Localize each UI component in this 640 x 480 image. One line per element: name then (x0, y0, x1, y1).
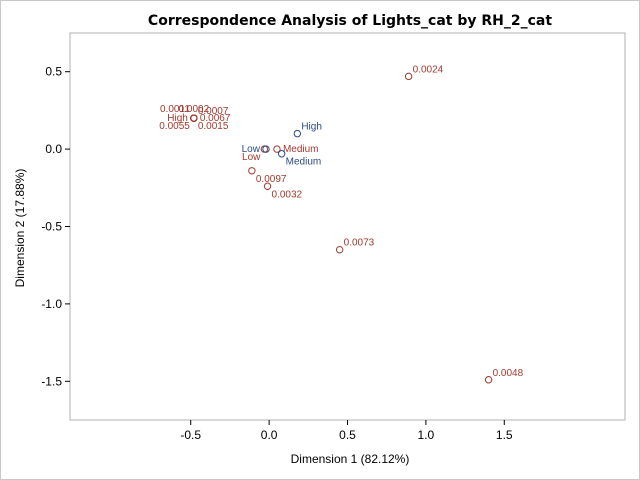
x-tick-label: -0.5 (180, 428, 201, 442)
x-tick-label: 1.5 (496, 428, 513, 442)
point-label: 0.0048 (493, 368, 524, 379)
point-label: 0.0097 (256, 174, 287, 185)
y-tick-label: 0.5 (45, 65, 62, 79)
x-axis-label: Dimension 1 (82.12%) (291, 452, 410, 466)
y-tick-label: -1.5 (41, 374, 62, 388)
x-tick-label: 0.5 (339, 428, 356, 442)
y-tick-label: -1.0 (41, 297, 62, 311)
point-label: High (167, 113, 188, 124)
point-label: 0.0011 (160, 104, 190, 115)
x-tick-label: 0.0 (261, 428, 278, 442)
point-label: Medium (283, 144, 319, 155)
scatter-point (277, 150, 286, 158)
scatter-point (273, 145, 281, 153)
point-label: 0.0007 (198, 106, 229, 117)
data-points: 0.0024 0.0073 0.0048 0.0097 0.0032 Medium Low 0… (159, 64, 524, 384)
scatter-point (404, 72, 413, 81)
scatter-point (248, 167, 256, 175)
scatter-point (484, 376, 493, 384)
point-label: High (301, 122, 322, 133)
chart-title: Correspondence Analysis of Lights_cat by… (148, 13, 552, 29)
y-tick-label: 0.0 (45, 142, 62, 156)
point-label: 0.0015 (198, 121, 229, 132)
plot-area (69, 32, 626, 421)
scatter-point (335, 246, 344, 254)
point-label: 0.0073 (344, 238, 375, 249)
point-label: 0.0067 (200, 113, 231, 124)
x-axis: -0.5 0.0 0.5 1.0 1.5 (180, 420, 513, 442)
point-label: 0.0032 (272, 189, 303, 200)
y-axis: 0.5 0.0 -0.5 -1.0 -1.5 (41, 65, 70, 388)
point-label: 0.0002 (179, 104, 210, 115)
scatter-point (263, 182, 272, 190)
y-axis-label: Dimension 2 (17.88%) (13, 169, 27, 288)
point-label: Low (242, 144, 261, 155)
point-label: 0.0055 (159, 121, 190, 132)
point-label: Low (242, 152, 261, 163)
scatter-point (293, 129, 302, 138)
y-tick-label: -0.5 (41, 220, 62, 234)
x-tick-label: 1.0 (418, 428, 435, 442)
scatter-point (190, 114, 198, 122)
point-label: 0.0024 (413, 64, 444, 75)
scatter-point (262, 145, 270, 153)
point-label: Medium (286, 157, 322, 168)
